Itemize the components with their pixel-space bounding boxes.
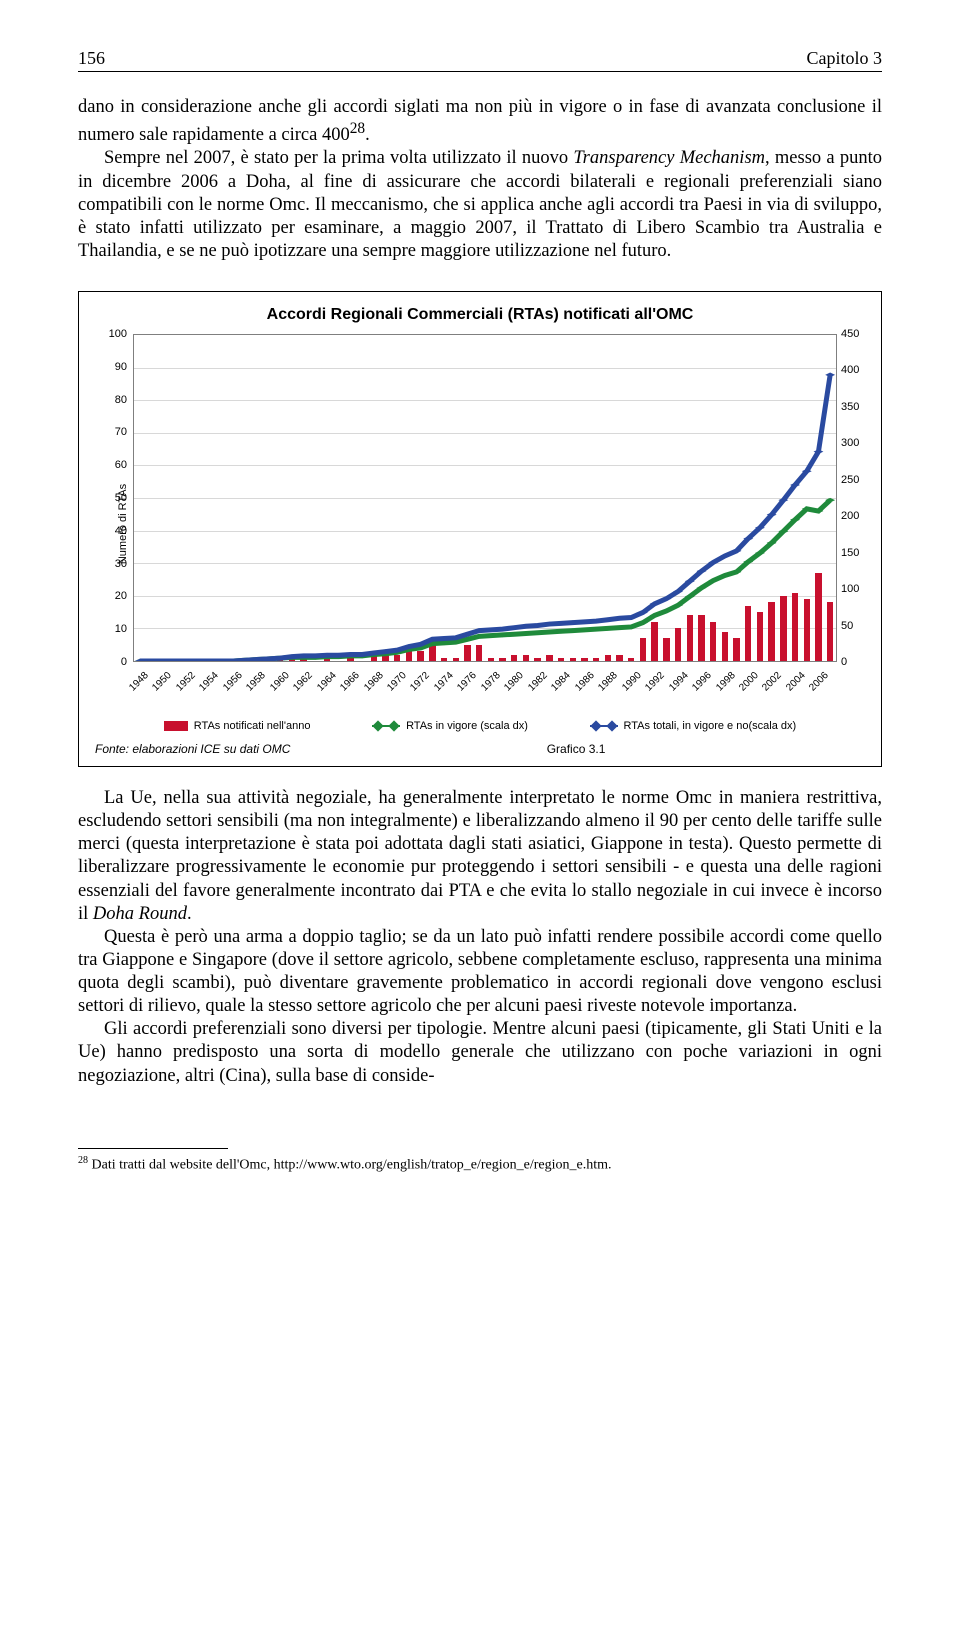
y-left-tick: 20 (97, 590, 131, 602)
legend-item-blue: RTAs totali, in vigore e no(scala dx) (590, 720, 797, 732)
para5: Gli accordi preferenziali sono diversi p… (78, 1018, 882, 1087)
legend-label-1: RTAs notificati nell'anno (194, 720, 311, 732)
y-left-ticks: 0102030405060708090100 (97, 334, 131, 662)
y-left-tick: 50 (97, 492, 131, 504)
footnote: 28 Dati tratti dal website dell'Omc, htt… (78, 1155, 882, 1174)
chart-source: Fonte: elaborazioni ICE su dati OMC (95, 742, 290, 756)
legend-item-bars: RTAs notificati nell'anno (164, 720, 311, 732)
chart-container: Accordi Regionali Commerciali (RTAs) not… (78, 291, 882, 767)
body-text-bottom: La Ue, nella sua attività negoziale, ha … (78, 787, 882, 1088)
legend-label-2: RTAs in vigore (scala dx) (406, 720, 528, 732)
para1-text: dano in considerazione anche gli accordi… (78, 97, 882, 145)
legend-label-3: RTAs totali, in vigore e no(scala dx) (624, 720, 797, 732)
y-right-tick: 350 (837, 401, 871, 413)
para2-italic1: Transparency Mechanism (573, 148, 765, 168)
x-axis-labels: 1948195019521954195619581960196219641966… (133, 666, 837, 714)
para4: Questa è però una arma a doppio taglio; … (78, 926, 882, 1019)
lines-layer (134, 335, 836, 661)
y-right-ticks: 050100150200250300350400450 (837, 334, 871, 662)
y-left-tick: 70 (97, 426, 131, 438)
legend-swatch-bar (164, 721, 188, 731)
y-left-tick: 90 (97, 361, 131, 373)
footnote-num: 28 (78, 1155, 88, 1166)
page-number: 156 (78, 48, 105, 69)
para3-italic1: Doha Round (93, 904, 187, 924)
legend-swatch-blue (590, 720, 618, 732)
y-right-tick: 200 (837, 510, 871, 522)
body-text-top: dano in considerazione anche gli accordi… (78, 96, 882, 263)
y-right-tick: 450 (837, 328, 871, 340)
footnote-separator (78, 1148, 228, 1149)
chart-plot (133, 334, 837, 662)
chart-footer: Fonte: elaborazioni ICE su dati OMC Graf… (89, 732, 871, 758)
y-right-tick: 250 (837, 474, 871, 486)
chart-legend: RTAs notificati nell'anno RTAs in vigore… (133, 720, 827, 732)
para3a: La Ue, nella sua attività negoziale, ha … (78, 788, 882, 924)
y-left-tick: 40 (97, 525, 131, 537)
y-right-tick: 300 (837, 437, 871, 449)
y-left-tick: 30 (97, 558, 131, 570)
para2a: Sempre nel 2007, è stato per la prima vo… (104, 148, 573, 168)
y-left-tick: 0 (97, 656, 131, 668)
para1b: . (365, 125, 370, 145)
y-left-tick: 10 (97, 623, 131, 635)
y-right-tick: 400 (837, 364, 871, 376)
legend-item-green: RTAs in vigore (scala dx) (372, 720, 528, 732)
footnote-text: Dati tratti dal website dell'Omc, http:/… (88, 1157, 612, 1172)
y-left-tick: 60 (97, 459, 131, 471)
page-header: 156 Capitolo 3 (78, 48, 882, 72)
chart-title: Accordi Regionali Commerciali (RTAs) not… (89, 306, 871, 324)
para1-sup: 28 (350, 120, 365, 137)
legend-swatch-green (372, 720, 400, 732)
para3b: . (187, 904, 192, 924)
y-left-tick: 80 (97, 394, 131, 406)
y-right-tick: 100 (837, 583, 871, 595)
chart-fig-label: Grafico 3.1 (290, 742, 861, 756)
y-right-tick: 150 (837, 547, 871, 559)
y-right-tick: 0 (837, 656, 871, 668)
y-right-tick: 50 (837, 620, 871, 632)
chart-area: Numero di RTAs 0102030405060708090100 05… (89, 334, 871, 714)
chapter-label: Capitolo 3 (807, 48, 883, 69)
y-left-tick: 100 (97, 328, 131, 340)
